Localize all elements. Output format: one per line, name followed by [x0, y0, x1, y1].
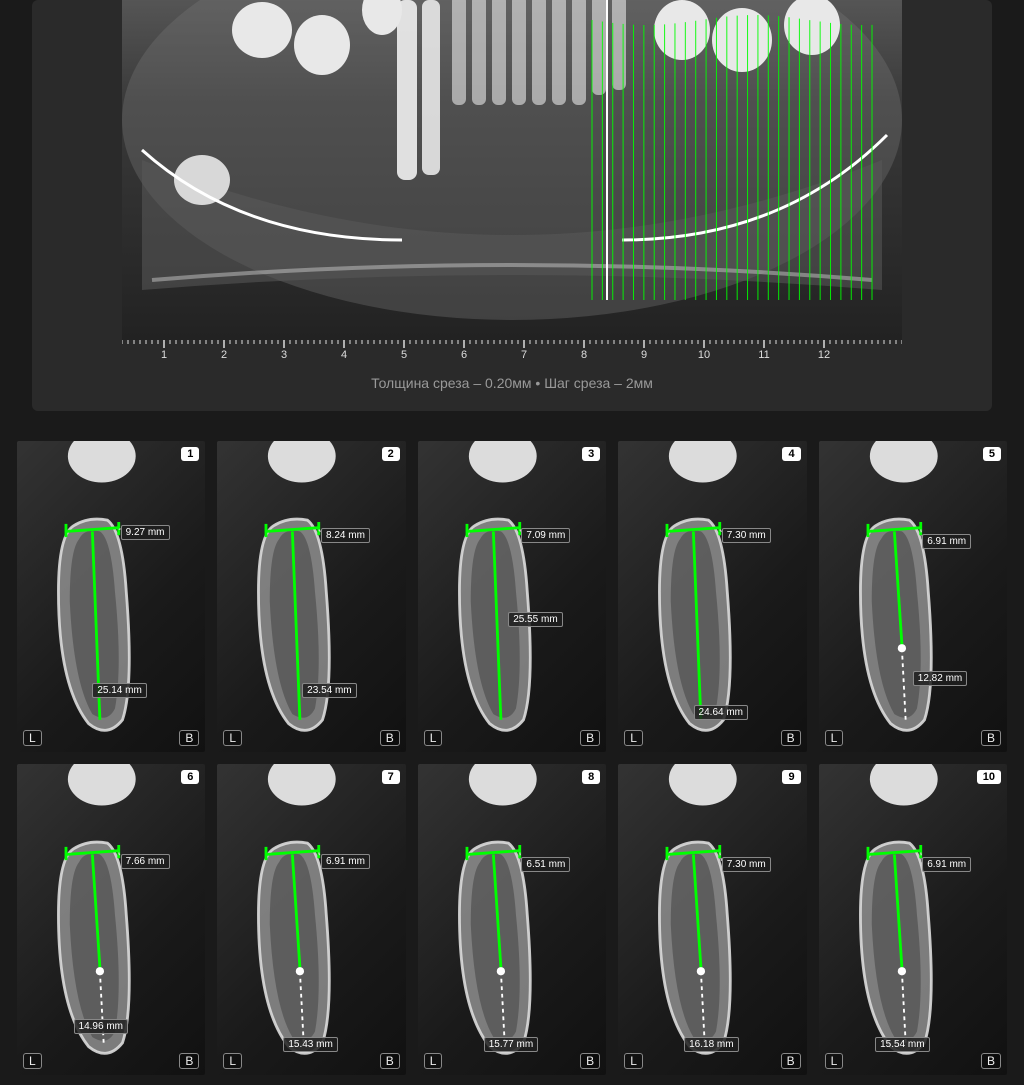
- slice-number-badge: 3: [582, 447, 600, 461]
- cross-section-slice[interactable]: 6 7.66 mm 14.96 mm L B: [17, 764, 205, 1075]
- slice-number-badge: 6: [181, 770, 199, 784]
- slice-number-badge: 5: [983, 447, 1001, 461]
- orientation-buccal: B: [580, 730, 600, 746]
- measurement-height: 15.54 mm: [875, 1037, 929, 1052]
- slice-number-badge: 8: [582, 770, 600, 784]
- cross-section-slice[interactable]: 10 6.91 mm 15.54 mm L B: [819, 764, 1007, 1075]
- orientation-lingual: L: [424, 730, 443, 746]
- slice-drawing: [217, 441, 405, 752]
- panorama-svg: [122, 0, 902, 340]
- panorama-caption: Толщина среза – 0.20мм • Шаг среза – 2мм: [32, 375, 992, 391]
- cross-section-slice[interactable]: 9 7.30 mm 16.18 mm L B: [618, 764, 806, 1075]
- orientation-lingual: L: [624, 730, 643, 746]
- svg-text:7: 7: [521, 349, 527, 360]
- orientation-lingual: L: [624, 1053, 643, 1069]
- panorama-panel: 123456789101112 Толщина среза – 0.20мм •…: [32, 0, 992, 411]
- cross-section-slice[interactable]: 3 7.09 mm 25.55 mm L B: [418, 441, 606, 752]
- orientation-buccal: B: [179, 1053, 199, 1069]
- orientation-lingual: L: [825, 730, 844, 746]
- measurement-height: 16.18 mm: [684, 1037, 738, 1052]
- slice-drawing: [217, 764, 405, 1075]
- slice-number-badge: 2: [382, 447, 400, 461]
- orientation-lingual: L: [223, 730, 242, 746]
- measurement-height: 14.96 mm: [74, 1019, 128, 1034]
- orientation-buccal: B: [179, 730, 199, 746]
- measurement-width: 6.91 mm: [321, 854, 370, 869]
- measurement-height: 15.77 mm: [484, 1037, 538, 1052]
- orientation-buccal: B: [781, 1053, 801, 1069]
- orientation-lingual: L: [223, 1053, 242, 1069]
- svg-text:4: 4: [341, 349, 347, 360]
- svg-text:6: 6: [461, 349, 467, 360]
- slice-drawing: [418, 764, 606, 1075]
- svg-text:8: 8: [581, 349, 587, 360]
- slice-drawing: [819, 764, 1007, 1075]
- measurement-height: 23.54 mm: [302, 683, 356, 698]
- orientation-lingual: L: [424, 1053, 443, 1069]
- cross-section-slice[interactable]: 7 6.91 mm 15.43 mm L B: [217, 764, 405, 1075]
- measurement-width: 7.30 mm: [722, 528, 771, 543]
- measurement-width: 9.27 mm: [121, 525, 170, 540]
- measurement-height: 15.43 mm: [283, 1037, 337, 1052]
- measurement-height: 25.55 mm: [508, 612, 562, 627]
- orientation-buccal: B: [981, 1053, 1001, 1069]
- slice-number-badge: 9: [782, 770, 800, 784]
- measurement-width: 7.30 mm: [722, 857, 771, 872]
- measurement-width: 7.66 mm: [121, 854, 170, 869]
- measurement-width: 6.91 mm: [922, 534, 971, 549]
- measurement-width: 7.09 mm: [521, 528, 570, 543]
- orientation-buccal: B: [380, 1053, 400, 1069]
- svg-text:12: 12: [818, 349, 830, 360]
- svg-text:11: 11: [758, 349, 769, 360]
- measurement-height: 12.82 mm: [913, 671, 967, 686]
- orientation-lingual: L: [825, 1053, 844, 1069]
- orientation-buccal: B: [580, 1053, 600, 1069]
- slice-number-badge: 10: [977, 770, 1001, 784]
- svg-text:2: 2: [221, 349, 227, 360]
- orientation-buccal: B: [981, 730, 1001, 746]
- orientation-buccal: B: [781, 730, 801, 746]
- cross-section-slice[interactable]: 4 7.30 mm 24.64 mm L B: [618, 441, 806, 752]
- slice-drawing: [17, 441, 205, 752]
- orientation-lingual: L: [23, 730, 42, 746]
- panorama-image[interactable]: [122, 0, 902, 340]
- orientation-lingual: L: [23, 1053, 42, 1069]
- panorama-ruler: 123456789101112: [122, 340, 902, 360]
- cross-section-slice[interactable]: 8 6.51 mm 15.77 mm L B: [418, 764, 606, 1075]
- svg-text:5: 5: [401, 349, 407, 360]
- slice-grid: 1 9.27 mm 25.14 mm L B 2 8.24 mm 23.54 mm L B 3 7.0…: [17, 441, 1007, 1075]
- slice-drawing: [418, 441, 606, 752]
- measurement-height: 25.14 mm: [92, 683, 146, 698]
- svg-text:9: 9: [641, 349, 647, 360]
- svg-text:3: 3: [281, 349, 287, 360]
- slice-drawing: [819, 441, 1007, 752]
- cross-section-slice[interactable]: 2 8.24 mm 23.54 mm L B: [217, 441, 405, 752]
- measurement-width: 6.91 mm: [922, 857, 971, 872]
- cross-section-slice[interactable]: 1 9.27 mm 25.14 mm L B: [17, 441, 205, 752]
- slice-number-badge: 4: [782, 447, 800, 461]
- svg-text:1: 1: [161, 349, 167, 360]
- measurement-width: 6.51 mm: [521, 857, 570, 872]
- cross-section-slice[interactable]: 5 6.91 mm 12.82 mm L B: [819, 441, 1007, 752]
- slice-number-badge: 1: [181, 447, 199, 461]
- measurement-height: 24.64 mm: [694, 705, 748, 720]
- measurement-width: 8.24 mm: [321, 528, 370, 543]
- slice-drawing: [618, 764, 806, 1075]
- orientation-buccal: B: [380, 730, 400, 746]
- svg-text:10: 10: [698, 349, 710, 360]
- slice-number-badge: 7: [382, 770, 400, 784]
